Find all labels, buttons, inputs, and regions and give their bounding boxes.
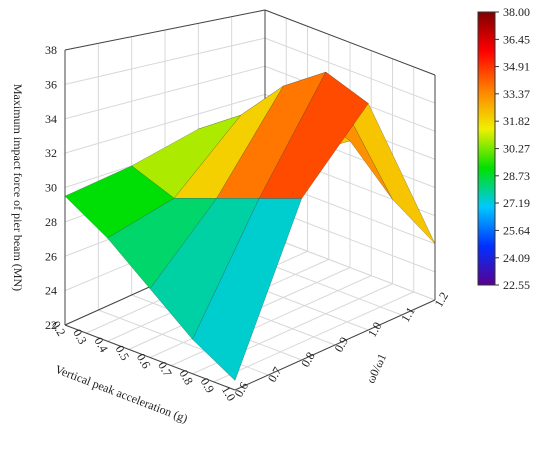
colorbar-tick-label: 36.45 (503, 32, 530, 46)
z-tick-label: 32 (45, 146, 57, 160)
x-tick-label: 0.2 (49, 319, 69, 339)
colorbar-tick-label: 34.91 (503, 60, 530, 74)
axis-line (64, 324, 236, 391)
colorbar-tick-label: 22.55 (503, 278, 530, 292)
grid-line (264, 234, 436, 301)
z-tick-label: 30 (45, 181, 57, 195)
colorbar-tick-label: 31.82 (503, 114, 530, 128)
y-tick-label: 0.9 (331, 335, 351, 355)
x-tick-label: 0.8 (176, 367, 196, 387)
colorbar-tick-label: 24.09 (503, 251, 530, 265)
z-tick-label: 22 (45, 318, 57, 332)
axis-line (234, 299, 436, 391)
colorbar-tick-label: 30.27 (503, 142, 530, 156)
z-tick-label: 28 (45, 215, 57, 229)
x-tick-label: 0.4 (91, 335, 111, 355)
y-tick-label: 1.0 (365, 320, 385, 340)
z-tick-label: 34 (45, 112, 57, 126)
axis-line (264, 9, 436, 76)
colorbar-tick-label: 27.19 (503, 196, 530, 210)
colorbar-tick-label: 38.00 (503, 5, 530, 19)
z-tick-label: 26 (45, 249, 57, 263)
y-tick-label: 1.1 (398, 305, 418, 325)
x-tick-label: 0.5 (113, 343, 133, 363)
y-axis-title: ω0/ω1 (363, 351, 389, 385)
x-tick-label: 0.3 (70, 327, 90, 347)
y-tick-label: 0.7 (265, 365, 285, 385)
z-axis-title: Maximum impact force of pier beam (MN) (11, 84, 25, 291)
x-tick-label: 0.6 (134, 351, 154, 371)
x-tick-label: 0.9 (198, 375, 218, 395)
x-tick-label: 1.0 (219, 384, 239, 404)
axis-line (64, 9, 266, 51)
colorbar-tick-label: 33.37 (503, 87, 530, 101)
z-tick-label: 36 (45, 77, 57, 91)
z-tick-label: 38 (45, 43, 57, 57)
y-tick-label: 1.2 (431, 290, 451, 310)
y-tick-label: 0.8 (298, 350, 318, 370)
y-tick-label: 0.6 (231, 380, 251, 400)
colorbar-tick-label: 28.73 (503, 169, 530, 183)
x-tick-label: 0.7 (155, 359, 175, 379)
z-tick-label: 24 (45, 284, 57, 298)
colorbar (477, 11, 496, 286)
colorbar-tick-label: 25.64 (503, 223, 530, 237)
surface-patch (192, 198, 302, 381)
